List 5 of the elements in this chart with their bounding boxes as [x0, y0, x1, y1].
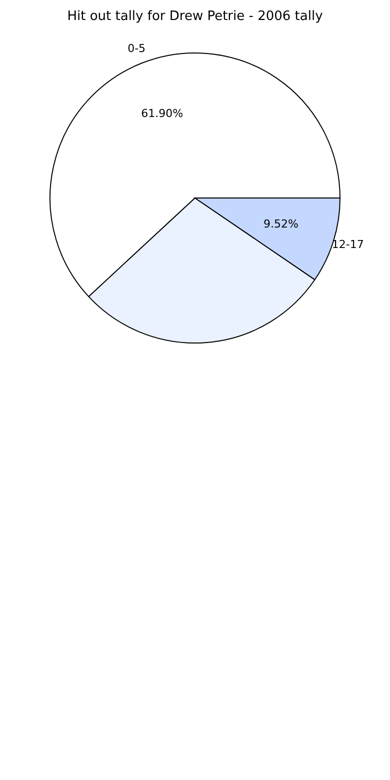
- chart-title: Hit out tally for Drew Petrie - 2006 tally: [67, 9, 324, 24]
- data-label: 9.52%: [264, 218, 298, 231]
- slice-label: 12-17: [332, 238, 364, 252]
- slice-label: 0-5: [128, 42, 146, 56]
- data-label: 61.90%: [141, 107, 184, 120]
